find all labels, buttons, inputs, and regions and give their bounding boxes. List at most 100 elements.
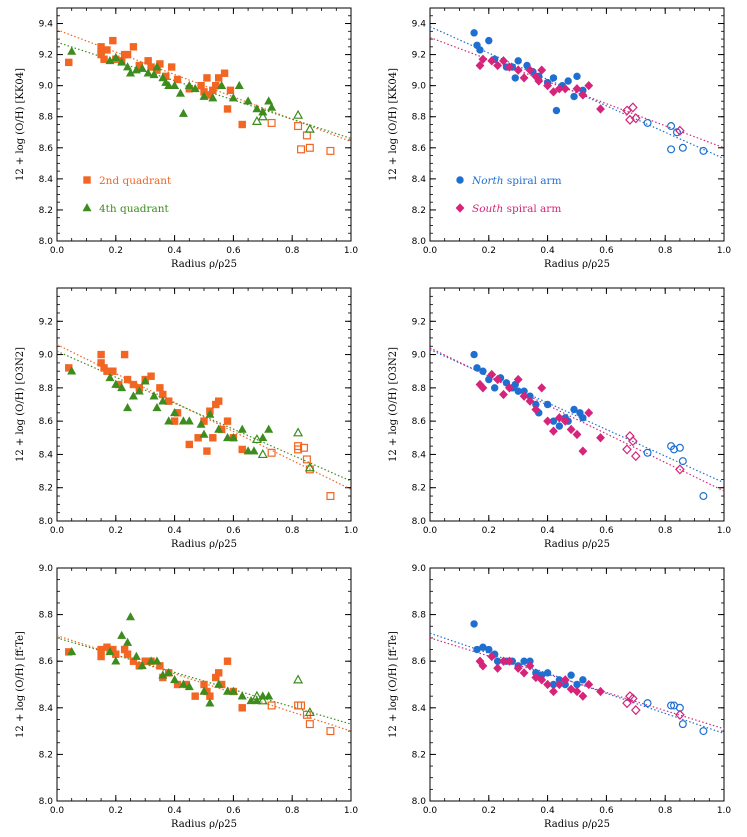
data-point (584, 81, 594, 91)
data-point (238, 120, 246, 129)
data-point (554, 84, 564, 94)
data-point (158, 396, 168, 405)
data-point (238, 704, 246, 712)
data-point (164, 416, 174, 425)
data-point (667, 145, 676, 154)
y-tick-label: 8.4 (412, 704, 427, 714)
data-point (493, 60, 503, 71)
x-tick-label: 1.0 (717, 526, 732, 536)
x-axis-label: Radius ρ/ρ25 (544, 259, 610, 270)
y-tick-label: 8.4 (39, 450, 54, 460)
data-point (252, 695, 262, 705)
y-tick-label: 8.6 (39, 657, 54, 667)
data-point (147, 372, 155, 380)
data-point (304, 707, 315, 717)
series-3 (475, 651, 605, 701)
data-point (251, 690, 262, 700)
data-point (490, 384, 499, 392)
data-point (228, 93, 238, 102)
data-point (675, 464, 685, 475)
data-point (554, 679, 564, 690)
y-tick-label: 8.2 (412, 750, 426, 760)
data-point (156, 384, 164, 392)
y-tick-label: 9.2 (39, 51, 53, 61)
x-tick-label: 0.8 (285, 246, 300, 256)
x-axis-label: Radius ρ/ρ25 (171, 259, 237, 270)
data-point (199, 91, 209, 100)
x-tick-label: 0.8 (285, 806, 300, 816)
data-point (584, 408, 594, 418)
x-tick-label: 0.2 (109, 246, 123, 256)
y-tick-label: 8.8 (39, 384, 54, 394)
fit-line-2 (429, 347, 725, 492)
data-point (487, 651, 497, 662)
x-tick-label: 1.0 (717, 246, 732, 256)
x-tick-label: 0.4 (167, 806, 182, 816)
y-tick-label: 8.4 (412, 450, 427, 460)
data-point (302, 455, 311, 464)
x-tick-label: 0.0 (423, 526, 438, 536)
data-point (513, 663, 523, 673)
y-tick-label: 8.8 (412, 384, 427, 394)
data-point (525, 661, 535, 671)
data-point (223, 105, 232, 113)
data-point (555, 422, 564, 430)
legend-label: North spiral arm (471, 175, 562, 187)
data-point (146, 656, 156, 665)
data-point (164, 668, 174, 677)
data-point (596, 686, 605, 697)
fit-line-2 (429, 637, 725, 730)
legend-marker (455, 203, 465, 213)
series-2 (267, 118, 335, 155)
data-point (267, 448, 276, 457)
data-point (326, 727, 335, 736)
data-point (267, 102, 277, 111)
data-point (194, 434, 202, 442)
data-point (326, 492, 335, 501)
data-point (197, 81, 205, 90)
data-point (237, 424, 247, 433)
data-point (596, 433, 605, 443)
series-1 (470, 620, 587, 689)
data-point (628, 693, 638, 704)
data-point (97, 652, 105, 661)
data-point (67, 366, 77, 375)
data-point (175, 88, 185, 97)
data-point (537, 675, 547, 685)
series-2 (643, 118, 708, 155)
data-point (129, 43, 138, 51)
y-axis-label: 12 + log (O/H) [O3N2] (15, 347, 26, 462)
data-point (543, 416, 553, 426)
data-point (675, 443, 684, 452)
x-tick-label: 0.2 (482, 526, 496, 536)
data-point (170, 675, 180, 684)
data-point (570, 92, 578, 101)
data-point (123, 637, 133, 646)
data-point (552, 106, 561, 115)
series-3 (67, 46, 277, 117)
data-point (513, 374, 523, 385)
y-axis-label: 12 + log (O/H) [ff-Te] (388, 631, 399, 738)
series-1 (65, 36, 246, 129)
data-point (572, 429, 582, 440)
data-point (123, 375, 132, 384)
x-axis-label: Radius ρ/ρ25 (544, 539, 610, 550)
data-point (125, 612, 136, 621)
data-point (228, 432, 238, 442)
data-point (579, 414, 587, 422)
data-point (152, 62, 162, 71)
data-point (252, 104, 262, 113)
x-tick-label: 0.4 (540, 246, 555, 256)
data-point (234, 80, 244, 89)
y-tick-label: 8.0 (412, 517, 427, 527)
data-point (137, 63, 147, 72)
data-point (196, 419, 206, 428)
data-point (137, 661, 147, 670)
y-tick-label: 8.0 (412, 797, 427, 807)
x-tick-label: 0.8 (658, 806, 673, 816)
data-point (184, 682, 194, 691)
data-point (479, 367, 487, 375)
data-point (65, 58, 73, 67)
data-point (223, 686, 233, 695)
y-axis-label: 12 + log (O/H) [KK04] (388, 68, 399, 181)
